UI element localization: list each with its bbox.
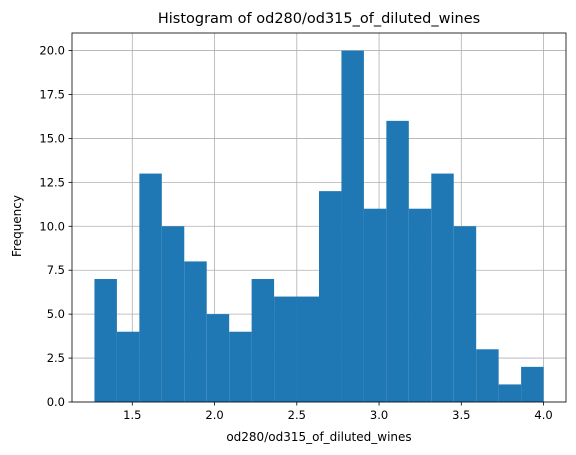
histogram-bar (139, 173, 162, 402)
y-tick-label: 10.0 (39, 219, 65, 233)
histogram-bar (521, 366, 544, 402)
bars (94, 50, 544, 402)
histogram-bar (206, 314, 230, 402)
histogram-bar (386, 120, 409, 402)
histogram-bar (341, 50, 364, 402)
x-tick-label: 3.5 (452, 408, 470, 422)
x-tick-label: 4.0 (534, 408, 552, 422)
histogram-bar (431, 173, 454, 402)
chart-title: Histogram of od280/od315_of_diluted_wine… (158, 11, 480, 27)
histogram-bar (251, 279, 275, 402)
histogram-bar (363, 208, 387, 402)
histogram-bar (94, 279, 117, 402)
y-tick-label: 0.0 (47, 395, 65, 409)
y-tick-label: 12.5 (39, 175, 65, 189)
y-tick-label: 2.5 (47, 351, 65, 365)
histogram-bar (161, 226, 185, 402)
histogram-bar (116, 331, 140, 402)
ticks: 1.5 2.0 2.5 3.0 3.5 4.0 0.0 2.5 5.0 7.5 10.0 12.5 15… (39, 44, 552, 422)
x-axis-label: od280/od315_of_diluted_wines (226, 430, 411, 444)
x-tick-label: 3.0 (370, 408, 388, 422)
histogram-bar (319, 191, 342, 402)
y-tick-label: 7.5 (47, 263, 65, 277)
histogram-bar (184, 261, 207, 402)
histogram-bar (498, 384, 522, 402)
x-tick-label: 2.0 (205, 408, 223, 422)
histogram-bar (476, 349, 499, 402)
histogram-bar (453, 226, 477, 402)
y-tick-label: 15.0 (39, 131, 65, 145)
plot-frame (71, 32, 567, 403)
histogram-bar (274, 296, 297, 402)
x-tick-label: 2.5 (288, 408, 306, 422)
histogram-bar (296, 296, 319, 402)
histogram-bar (229, 331, 252, 402)
y-tick-label: 5.0 (47, 307, 65, 321)
y-axis-label: Frequency (10, 195, 24, 257)
y-tick-label: 17.5 (39, 88, 65, 102)
y-tick-label: 20.0 (39, 44, 65, 58)
x-tick-label: 1.5 (123, 408, 141, 422)
histogram-bar (408, 208, 432, 402)
